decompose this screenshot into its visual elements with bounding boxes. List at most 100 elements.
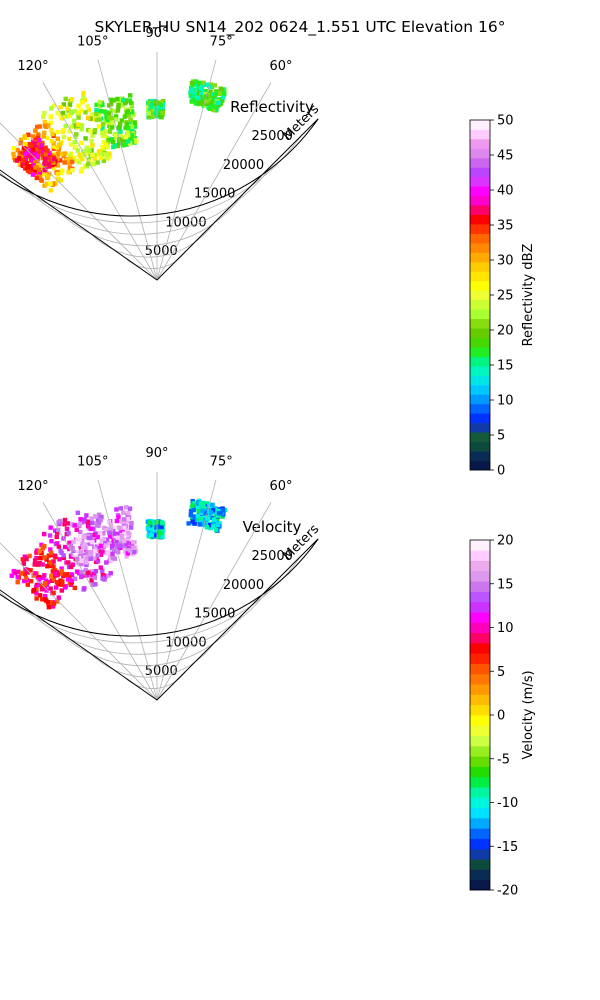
sector-outline: [0, 118, 319, 281]
range-ring: [0, 135, 302, 224]
echo-cell: [27, 164, 33, 169]
echo-cell: [80, 156, 85, 162]
echo-cell: [128, 119, 134, 125]
echo-cell: [72, 123, 77, 128]
echo-cell: [92, 575, 97, 580]
echo-cell: [51, 564, 56, 569]
echo-cell: [48, 550, 54, 555]
echo-cell: [55, 172, 60, 177]
echo-cell: [67, 136, 72, 142]
colorbar-segment: [470, 735, 490, 747]
echo-cell: [36, 167, 42, 172]
echo-cell: [51, 156, 57, 162]
echo-cell: [100, 144, 105, 150]
echo-cells: [9, 498, 227, 610]
echo-cell: [122, 538, 127, 544]
echo-cell: [31, 573, 36, 578]
echo-cell: [86, 542, 91, 548]
echo-cell: [61, 128, 66, 133]
echo-cell: [34, 548, 40, 553]
colorbar-segment: [470, 859, 490, 870]
echo-cell: [55, 136, 60, 141]
echo-cell: [102, 574, 108, 580]
colorbar-tick-label: 35: [497, 219, 514, 234]
colorbar-tick-label: 25: [497, 289, 514, 304]
echo-cell: [15, 574, 20, 580]
echo-cell: [190, 503, 195, 508]
echo-cell: [56, 176, 61, 182]
echo-cell: [60, 579, 65, 584]
colorbar-segment: [470, 807, 490, 819]
colorbar-segment: [470, 725, 490, 736]
echo-cell: [149, 532, 155, 538]
echo-cell: [122, 517, 127, 522]
echo-cell: [42, 597, 48, 602]
echo-cell: [160, 534, 165, 539]
echo-cell: [27, 141, 32, 147]
echo-cell: [26, 150, 31, 155]
echo-cell: [49, 600, 54, 605]
range-ring: [56, 193, 244, 247]
echo-cell: [193, 79, 199, 84]
echo-cell: [115, 531, 120, 536]
range-tick-label: 20000: [223, 578, 264, 593]
colorbar-segment: [470, 337, 490, 348]
echo-cell: [23, 156, 28, 162]
azimuth-gridline: [42, 502, 158, 701]
echo-cell: [48, 120, 53, 126]
echo-cell: [200, 508, 205, 514]
echo-cell: [115, 108, 121, 113]
echo-cell: [104, 120, 110, 125]
echo-cell: [68, 156, 73, 161]
echo-cell: [77, 521, 83, 527]
echo-cell: [102, 109, 107, 114]
echo-cell: [91, 556, 97, 561]
echo-cell: [132, 549, 137, 555]
echo-cell: [46, 123, 51, 128]
panel-title: Reflectivity: [230, 98, 314, 116]
echo-cell: [155, 106, 160, 111]
echo-cell: [39, 148, 44, 154]
echo-cell: [47, 533, 53, 538]
echo-cell: [96, 149, 102, 154]
echo-cell: [125, 551, 131, 556]
echo-cell: [199, 504, 205, 509]
colorbar-segment: [470, 205, 490, 215]
echo-cell: [86, 115, 91, 120]
colorbar-segment: [470, 642, 490, 654]
echo-cell: [52, 144, 57, 149]
colorbar-tick-label: 0: [497, 709, 505, 724]
echo-cell: [116, 514, 121, 520]
echo-cell: [55, 163, 61, 168]
echo-cell: [159, 524, 164, 530]
echo-cell: [63, 123, 68, 129]
echo-cell: [111, 531, 116, 537]
echo-cell: [24, 556, 29, 562]
echo-cell: [84, 145, 89, 150]
echo-cell: [196, 500, 201, 505]
colorbar-segment: [470, 365, 490, 376]
echo-cell: [90, 582, 95, 587]
colorbar-segment: [470, 601, 490, 613]
echo-cell: [116, 549, 121, 555]
echo-cell: [107, 103, 112, 108]
echo-cell: [54, 580, 60, 585]
echo-cell: [73, 545, 79, 551]
colorbar-segment: [470, 441, 490, 452]
echo-cell: [88, 550, 93, 555]
echo-cell: [82, 97, 87, 103]
echo-cell: [103, 129, 108, 134]
echo-cell: [90, 143, 95, 148]
echo-cell: [215, 100, 220, 106]
colorbar-segment: [470, 540, 490, 551]
echo-cell: [51, 577, 57, 582]
colorbar-segment: [470, 242, 490, 253]
echo-cell: [79, 549, 84, 554]
echo-cell: [118, 541, 123, 546]
echo-cell: [55, 129, 60, 135]
echo-cell: [126, 545, 131, 551]
echo-cell: [45, 135, 50, 141]
echo-cell: [122, 525, 127, 530]
echo-cell: [106, 519, 111, 524]
echo-cell: [51, 559, 56, 564]
